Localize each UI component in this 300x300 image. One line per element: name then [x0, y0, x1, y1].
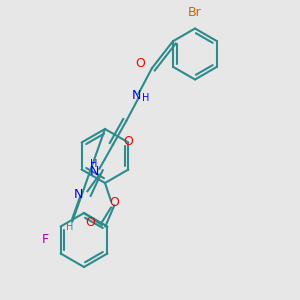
Text: N: N [90, 165, 100, 178]
Text: H: H [90, 159, 97, 169]
Text: H: H [66, 222, 73, 232]
Text: N: N [132, 89, 142, 102]
Text: H: H [142, 93, 150, 103]
Text: F: F [41, 233, 48, 247]
Text: O: O [85, 215, 95, 229]
Text: N: N [74, 188, 83, 201]
Text: O: O [110, 196, 119, 209]
Text: Br: Br [188, 6, 202, 19]
Text: O: O [135, 57, 145, 70]
Text: O: O [123, 135, 133, 148]
